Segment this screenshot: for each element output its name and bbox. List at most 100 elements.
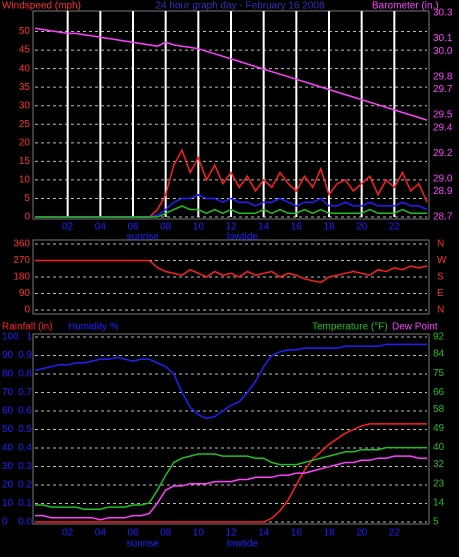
series-line xyxy=(35,423,427,523)
tick-label: 29.8 xyxy=(433,71,453,82)
x-tick-label: 02 xyxy=(62,222,74,233)
x-tick-label: 02 xyxy=(62,528,74,539)
tick-label: 0.9 xyxy=(18,350,32,361)
x-tick-label: 16 xyxy=(291,222,303,233)
tick-label: 29.0 xyxy=(433,173,453,184)
tick-label: 84 xyxy=(433,349,445,360)
legend-label: Rainfall (in) xyxy=(2,322,53,333)
y-axis-label: Windspeed (mph) xyxy=(2,1,81,12)
tick-label: 0.2 xyxy=(18,480,32,491)
x-tick-label: 12 xyxy=(225,528,237,539)
series-line xyxy=(35,205,427,218)
tick-label: 180 xyxy=(13,272,30,283)
tick-label: 0.6 xyxy=(18,406,32,417)
tick-label: 29.4 xyxy=(433,122,453,133)
tick-label: 40 xyxy=(433,442,445,453)
tick-label: 20 xyxy=(19,137,31,148)
tick-label: 100 xyxy=(2,332,19,343)
tick-label: 30.0 xyxy=(433,46,453,57)
tick-label: 1 xyxy=(26,332,32,343)
tick-label: 270 xyxy=(13,255,30,266)
tick-label: 60 xyxy=(2,406,14,417)
tick-label: 28.7 xyxy=(433,212,453,223)
x-tick-label: 04 xyxy=(95,222,107,233)
x-tick-label: 08 xyxy=(160,528,172,539)
x-tick-label: 08 xyxy=(160,222,172,233)
tick-label: 0.4 xyxy=(18,443,32,454)
x-tick-label: 18 xyxy=(323,528,335,539)
tick-label: E xyxy=(437,288,444,299)
series-line xyxy=(35,259,428,284)
tick-label: S xyxy=(437,272,444,283)
panel-frame xyxy=(32,333,430,525)
annotation: lowtide xyxy=(227,539,259,550)
x-tick-label: 16 xyxy=(291,528,303,539)
series-line xyxy=(34,343,427,420)
tick-label: 0 xyxy=(2,517,8,528)
tick-label: 58 xyxy=(433,404,445,415)
x-tick-label: 20 xyxy=(356,528,368,539)
tick-label: 20 xyxy=(2,480,14,491)
tick-label: 90 xyxy=(2,350,14,361)
tick-label: 0.5 xyxy=(18,424,32,435)
tick-label: 0.3 xyxy=(18,461,32,472)
series-line xyxy=(35,455,427,521)
x-tick-label: 06 xyxy=(127,528,139,539)
tick-label: 49 xyxy=(433,423,445,434)
annotation: sunrise xyxy=(127,232,160,243)
tick-label: 10 xyxy=(19,175,31,186)
x-tick-label: 22 xyxy=(389,528,401,539)
x-tick-label: 10 xyxy=(193,528,205,539)
legend-label: Dew Point xyxy=(392,322,438,333)
tick-label: 30.3 xyxy=(433,8,453,19)
tick-label: 0.1 xyxy=(18,498,32,509)
tick-label: 80 xyxy=(2,369,14,380)
tick-label: 29.2 xyxy=(433,148,453,159)
tick-label: 45 xyxy=(19,45,31,56)
x-tick-label: 18 xyxy=(323,222,335,233)
x-tick-label: 04 xyxy=(95,528,107,539)
tick-label: 5 xyxy=(433,517,439,528)
tick-label: 25 xyxy=(19,119,31,130)
x-tick-label: 06 xyxy=(127,222,139,233)
tick-label: 360 xyxy=(13,239,30,250)
tick-label: N xyxy=(437,239,444,250)
chart-title: 24 hour graph day - February 16 2008 xyxy=(156,1,325,12)
tick-label: 0 xyxy=(24,305,30,316)
panel-frame xyxy=(32,239,430,315)
tick-label: 0.8 xyxy=(18,369,32,380)
tick-label: 30.1 xyxy=(433,33,453,44)
tick-label: 0.7 xyxy=(18,387,32,398)
x-tick-label: 20 xyxy=(356,222,368,233)
series-line xyxy=(34,27,428,121)
tick-label: 0 xyxy=(24,212,30,223)
tick-label: 40 xyxy=(2,443,14,454)
series-line xyxy=(35,446,427,510)
tick-label: 90 xyxy=(19,288,31,299)
tick-label: 30 xyxy=(19,100,31,111)
tick-label: 10 xyxy=(2,498,14,509)
legend-label: Humidity % xyxy=(68,322,119,333)
annotation: sunrise xyxy=(127,539,160,550)
tick-label: 0.0 xyxy=(18,517,32,528)
tick-label: 50 xyxy=(2,424,14,435)
tick-label: 40 xyxy=(19,63,31,74)
y2-axis-label: Barometer (in.) xyxy=(372,1,439,12)
tick-label: 35 xyxy=(19,82,31,93)
tick-label: 30 xyxy=(2,461,14,472)
tick-label: 14 xyxy=(433,498,445,509)
tick-label: 5 xyxy=(24,193,30,204)
tick-label: 29.7 xyxy=(433,84,453,95)
tick-label: 29.5 xyxy=(433,110,453,121)
tick-label: 70 xyxy=(2,387,14,398)
tick-label: 28.9 xyxy=(433,186,453,197)
tick-label: 15 xyxy=(19,156,31,167)
tick-label: 23 xyxy=(433,478,445,489)
legend-label: Temperature (°F) xyxy=(312,322,388,333)
tick-label: W xyxy=(437,255,447,266)
tick-label: 75 xyxy=(433,368,445,379)
tick-label: 50 xyxy=(19,26,31,37)
